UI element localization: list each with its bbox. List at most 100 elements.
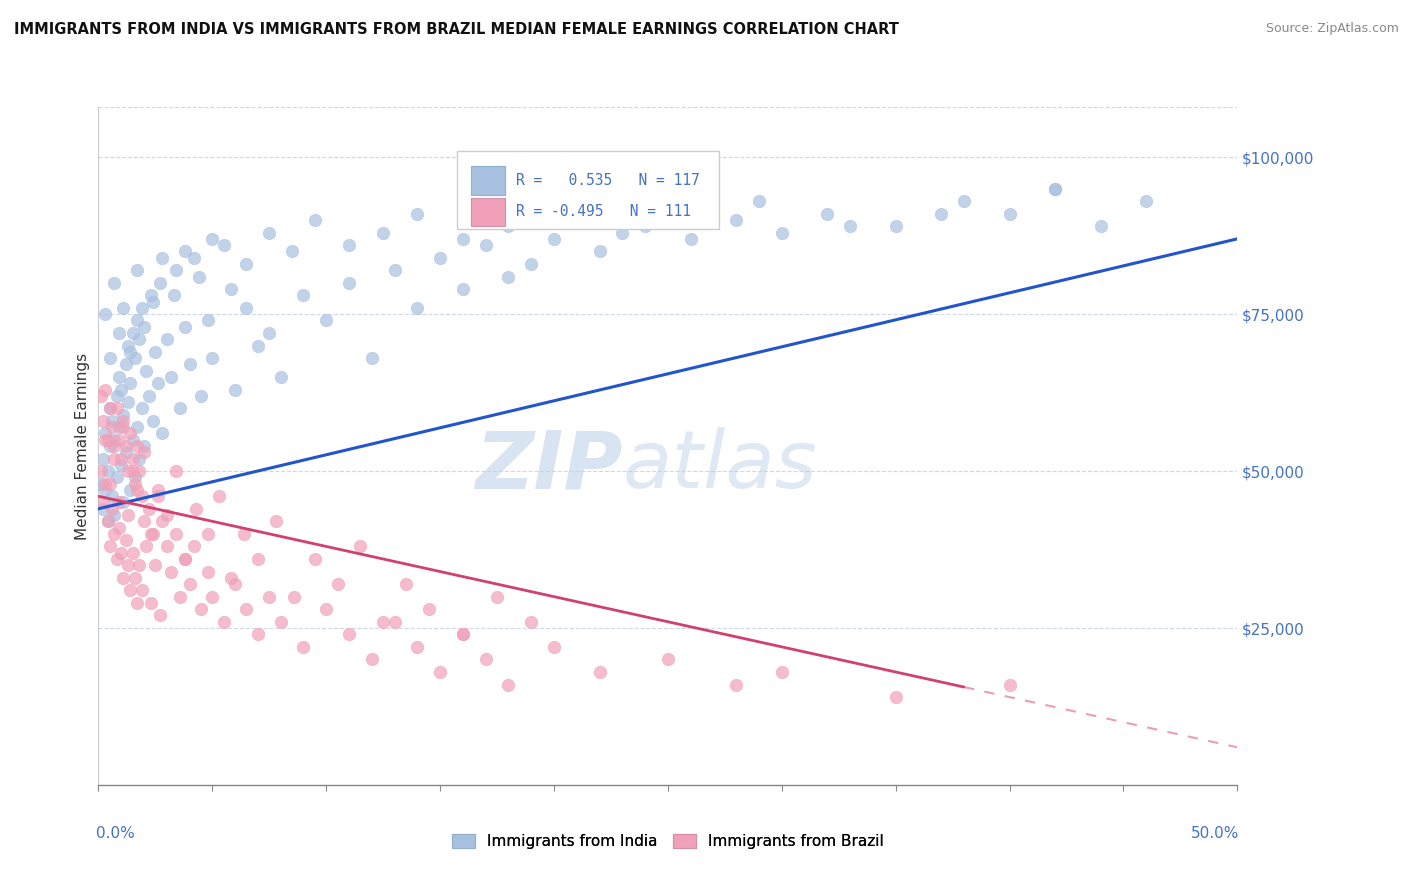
Point (270, 370, 292, 384)
Point (124, 571, 146, 585)
Point (406, 301, 429, 315)
Point (270, 615, 292, 629)
Point (108, 495, 131, 509)
Point (112, 408, 135, 422)
Point (246, 338, 269, 352)
Point (120, 344, 142, 359)
Point (103, 508, 125, 522)
Point (117, 558, 139, 573)
Point (150, 514, 173, 528)
Point (112, 495, 135, 509)
Point (235, 257, 257, 271)
Point (770, 226, 793, 240)
Point (174, 552, 197, 566)
Point (406, 640, 429, 654)
Point (108, 420, 131, 434)
Point (406, 207, 429, 221)
Point (169, 401, 191, 416)
Point (156, 508, 179, 522)
Point (186, 501, 208, 516)
Point (132, 319, 155, 334)
Point (139, 527, 162, 541)
Point (98, 540, 121, 554)
Point (190, 602, 212, 616)
Point (105, 552, 128, 566)
Point (384, 615, 406, 629)
Point (124, 351, 146, 365)
Point (138, 501, 160, 516)
Point (127, 483, 149, 497)
Text: atlas: atlas (623, 427, 817, 506)
Point (150, 426, 173, 441)
Point (117, 395, 139, 409)
Point (259, 590, 281, 604)
Point (179, 577, 201, 591)
Point (246, 552, 269, 566)
Point (429, 251, 451, 265)
Point (146, 483, 169, 497)
Point (127, 439, 149, 453)
Point (156, 540, 179, 554)
Point (201, 232, 224, 246)
Point (371, 615, 394, 629)
Point (110, 546, 132, 560)
Point (474, 238, 496, 252)
Point (101, 501, 124, 516)
Point (1090, 219, 1112, 234)
Point (187, 269, 209, 284)
Point (246, 627, 269, 641)
Point (112, 301, 135, 315)
Point (162, 288, 184, 302)
Point (1043, 181, 1066, 195)
Point (131, 301, 153, 315)
Point (138, 389, 160, 403)
Point (91, 495, 114, 509)
Point (121, 451, 143, 466)
Point (117, 464, 139, 478)
Point (224, 577, 246, 591)
Point (337, 276, 360, 290)
Point (101, 420, 124, 434)
Point (543, 640, 565, 654)
Point (103, 433, 125, 447)
Point (114, 533, 136, 548)
Point (108, 370, 131, 384)
Point (165, 527, 187, 541)
Point (498, 269, 520, 284)
Point (101, 414, 124, 428)
Point (543, 201, 565, 215)
Point (201, 590, 224, 604)
Point (190, 389, 212, 403)
Point (110, 458, 132, 472)
Point (197, 565, 219, 579)
Point (91, 501, 114, 516)
Point (174, 244, 197, 259)
Point (998, 677, 1021, 691)
Point (91, 414, 114, 428)
Point (451, 282, 474, 296)
Point (127, 596, 149, 610)
Point (94, 307, 117, 321)
Point (149, 608, 172, 623)
Point (998, 207, 1021, 221)
Point (1043, 181, 1066, 195)
Point (124, 470, 146, 484)
Point (179, 358, 201, 372)
Point (146, 489, 169, 503)
Point (98, 476, 121, 491)
Point (108, 433, 131, 447)
Point (103, 439, 125, 453)
Point (131, 489, 153, 503)
Point (212, 615, 235, 629)
FancyBboxPatch shape (471, 167, 505, 195)
Point (337, 627, 360, 641)
Point (128, 558, 150, 573)
Point (588, 244, 610, 259)
Point (142, 294, 165, 309)
Point (103, 451, 125, 466)
Point (418, 602, 440, 616)
Point (326, 577, 349, 591)
Point (91, 451, 114, 466)
Point (725, 677, 748, 691)
Point (108, 326, 131, 340)
